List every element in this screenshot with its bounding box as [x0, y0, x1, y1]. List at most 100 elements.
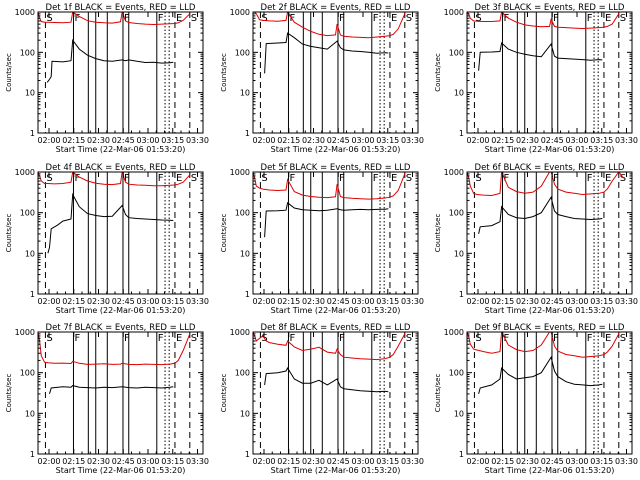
- x-axis-label: Start Time (22-Mar-06 01:53:20): [56, 306, 186, 315]
- panel-series-group: [467, 172, 625, 235]
- marker-label: S: [620, 13, 626, 24]
- lld-series-line: [38, 172, 191, 187]
- marker-label: F: [373, 173, 379, 184]
- lld-series-line: [467, 172, 625, 197]
- x-tick-label: 03:00: [565, 457, 588, 466]
- y-tick-label: 1000: [15, 328, 35, 337]
- x-tick-label: 02:45: [112, 136, 135, 145]
- y-tick-label: 1: [245, 450, 250, 459]
- marker-label: F: [289, 13, 295, 24]
- marker-label: F: [587, 173, 593, 184]
- x-tick-label: 03:00: [351, 297, 374, 306]
- y-tick-label: 1000: [15, 8, 35, 17]
- plot-frame: [252, 11, 419, 134]
- marker-label: E: [176, 173, 182, 184]
- x-tick-label: 02:45: [112, 297, 135, 306]
- x-tick-label: 02:30: [302, 457, 325, 466]
- x-tick-label: 03:30: [615, 297, 638, 306]
- y-axis-label: Counts/sec: [220, 214, 228, 253]
- x-tick-label: 02:45: [541, 297, 564, 306]
- x-tick-label: 03:15: [161, 297, 184, 306]
- panel-title: Det 5f BLACK = Events, RED = LLD: [261, 163, 411, 173]
- x-tick-label: 02:00: [466, 136, 489, 145]
- marker-label: F: [289, 333, 295, 344]
- marker-label: S: [406, 173, 412, 184]
- y-tick-label: 100: [235, 369, 250, 378]
- marker-label: F: [503, 173, 509, 184]
- lld-series-line: [253, 332, 406, 361]
- y-tick-label: 100: [20, 209, 35, 218]
- marker-label: S: [191, 333, 197, 344]
- marker-label: S: [261, 13, 267, 24]
- x-axis-label: Start Time (22-Mar-06 01:53:20): [485, 466, 615, 475]
- panel-series-group: [38, 172, 191, 254]
- y-tick-label: 1: [245, 129, 250, 138]
- marker-label: F: [339, 13, 345, 24]
- panel-series-group: [253, 332, 406, 393]
- marker-label: S: [406, 13, 412, 24]
- y-tick-label: 10: [454, 409, 464, 418]
- y-tick-label: 100: [449, 209, 464, 218]
- marker-label: S: [406, 333, 412, 344]
- y-axis-label: Counts/sec: [220, 53, 228, 92]
- y-tick-label: 1: [245, 290, 250, 299]
- y-tick-label: 1: [30, 450, 35, 459]
- x-tick-label: 02:15: [277, 136, 300, 145]
- y-axis-label: Counts/sec: [5, 53, 13, 92]
- x-tick-label: 02:45: [541, 457, 564, 466]
- marker-label: E: [605, 173, 611, 184]
- panel-series-group: [38, 332, 191, 395]
- marker-label: E: [176, 13, 182, 24]
- x-tick-label: 02:00: [37, 297, 60, 306]
- marker-label: F: [74, 173, 80, 184]
- x-tick-label: 02:15: [491, 297, 514, 306]
- marker-label: S: [475, 333, 481, 344]
- events-series-line: [264, 32, 389, 74]
- marker-label: F: [503, 13, 509, 24]
- panel-title: Det 2f BLACK = Events, RED = LLD: [261, 3, 411, 13]
- y-tick-label: 10: [454, 249, 464, 258]
- marker-label: F: [503, 333, 509, 344]
- x-tick-label: 02:45: [112, 457, 135, 466]
- marker-label: F: [158, 13, 164, 24]
- marker-label: E: [605, 333, 611, 344]
- x-tick-label: 03:15: [590, 457, 613, 466]
- marker-label: S: [620, 173, 626, 184]
- events-series-line: [264, 366, 389, 393]
- lld-series-line: [38, 12, 191, 26]
- panel-series-group: [467, 332, 620, 395]
- x-axis-label: Start Time (22-Mar-06 01:53:20): [56, 466, 186, 475]
- events-series-line: [478, 42, 603, 71]
- x-tick-label: 03:15: [590, 297, 613, 306]
- lld-series-line: [38, 332, 191, 366]
- x-tick-label: 02:45: [327, 457, 350, 466]
- x-tick-label: 02:00: [252, 297, 275, 306]
- y-tick-label: 100: [235, 48, 250, 57]
- x-tick-label: 02:30: [516, 136, 539, 145]
- x-tick-label: 02:15: [491, 136, 514, 145]
- x-tick-label: 03:30: [186, 297, 209, 306]
- y-tick-label: 10: [25, 249, 35, 258]
- x-tick-label: 03:30: [186, 136, 209, 145]
- x-tick-label: 03:30: [401, 297, 424, 306]
- events-series-line: [478, 195, 603, 235]
- marker-label: F: [74, 13, 80, 24]
- x-tick-label: 03:00: [136, 136, 159, 145]
- plot-frame: [37, 171, 204, 295]
- marker-label: S: [475, 173, 481, 184]
- y-tick-label: 100: [449, 369, 464, 378]
- x-tick-label: 02:00: [37, 457, 60, 466]
- marker-label: F: [553, 173, 559, 184]
- x-tick-label: 03:15: [161, 136, 184, 145]
- marker-label: F: [74, 333, 80, 344]
- plot-frame: [466, 331, 633, 455]
- y-axis-label: Counts/sec: [5, 374, 13, 413]
- y-tick-label: 100: [20, 48, 35, 57]
- x-tick-label: 03:30: [615, 136, 638, 145]
- marker-label: F: [289, 173, 295, 184]
- x-tick-label: 02:00: [37, 136, 60, 145]
